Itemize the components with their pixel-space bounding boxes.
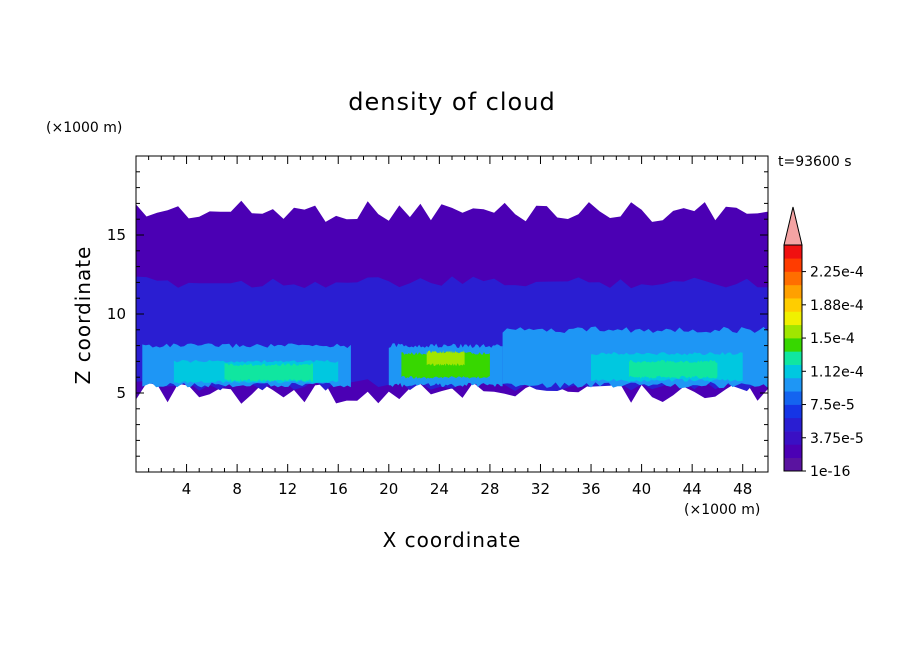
colorbar-swatch: [784, 377, 802, 392]
colorbar-swatch: [784, 271, 802, 286]
colorbar-swatch: [784, 338, 802, 352]
colorbar-swatch: [784, 351, 802, 365]
colorbar-label: 1e-16: [810, 464, 850, 480]
x-tick-label: 4: [182, 480, 192, 498]
x-tick-label: 28: [480, 480, 499, 498]
colorbar-swatch: [784, 417, 802, 432]
colorbar-swatch: [784, 245, 802, 259]
y-tick-label: 15: [107, 226, 126, 244]
z-axis-unit: (×1000 m): [46, 120, 123, 136]
colorbar-extend-arrow: [783, 206, 803, 246]
density-region: [426, 350, 465, 367]
y-tick-label: 10: [107, 305, 126, 323]
y-axis-ticks: 5 10 15: [107, 171, 768, 457]
x-axis-label: X coordinate: [382, 528, 522, 552]
density-field: [136, 200, 768, 404]
colorbar-swatch: [784, 324, 802, 339]
x-tick-label: 32: [531, 480, 550, 498]
x-tick-label: 12: [278, 480, 297, 498]
density-region: [224, 363, 313, 382]
colorbar-swatch: [784, 364, 802, 379]
x-tick-label: 24: [430, 480, 449, 498]
colorbar-swatch: [784, 391, 802, 405]
colorbar-swatch: [784, 284, 802, 299]
colorbar-border: [783, 244, 803, 472]
colorbar-label: 1.88e-4: [810, 298, 864, 314]
x-tick-label: 44: [683, 480, 702, 498]
x-tick-label: 20: [379, 480, 398, 498]
colorbar-swatch: [784, 298, 802, 312]
density-region: [629, 359, 718, 379]
colorbar-label: 3.75e-5: [810, 431, 864, 447]
colorbar-swatch: [784, 457, 802, 472]
colorbar: 1e-16 3.75e-5 7.5e-5 1.12e-4 1.5e-4 1.88e-4 2.…: [783, 206, 864, 480]
colorbar-label: 7.5e-5: [810, 398, 855, 414]
x-axis-unit: (×1000 m): [684, 502, 761, 518]
x-tick-label: 48: [733, 480, 752, 498]
x-tick-label: 36: [581, 480, 600, 498]
time-label: t=93600 s: [778, 154, 852, 170]
colorbar-swatch: [784, 431, 802, 445]
x-axis-ticks: 4 8 12 16 20 24 28 32 36 40 44 48: [148, 156, 756, 498]
x-tick-label: 40: [632, 480, 651, 498]
x-tick-label: 8: [232, 480, 242, 498]
colorbar-label: 1.5e-4: [810, 331, 855, 347]
colorbar-swatch: [784, 258, 802, 272]
colorbar-label: 2.25e-4: [810, 265, 864, 281]
chart-title: density of cloud: [348, 88, 556, 116]
colorbar-swatch: [784, 404, 802, 419]
colorbar-swatch: [784, 311, 802, 326]
x-tick-label: 16: [329, 480, 348, 498]
colorbar-label: 1.12e-4: [810, 364, 864, 380]
y-tick-label: 5: [116, 384, 126, 402]
colorbar-swatch: [784, 444, 802, 459]
